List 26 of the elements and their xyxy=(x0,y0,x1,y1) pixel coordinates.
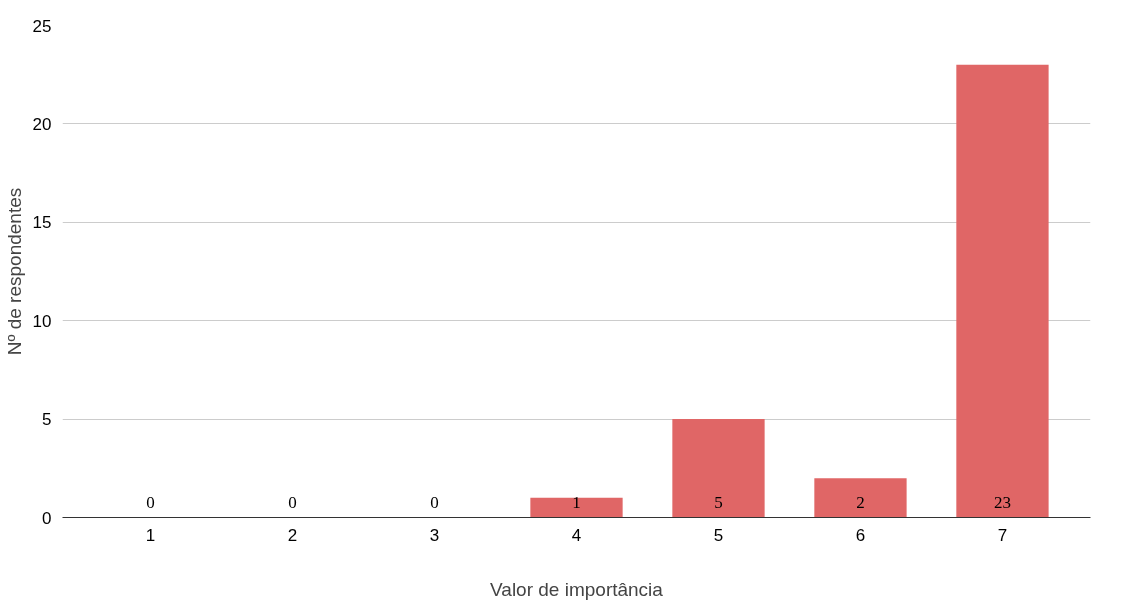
y-tick-label: 25 xyxy=(32,16,52,36)
data-label: 0 xyxy=(430,492,439,512)
data-label: 1 xyxy=(572,492,581,512)
data-label: 2 xyxy=(856,492,865,512)
y-tick-label: 15 xyxy=(32,213,52,233)
data-label: 0 xyxy=(146,492,155,512)
x-tick-label: 5 xyxy=(713,525,724,545)
x-axis-title: Valor de importância xyxy=(490,578,664,600)
bar xyxy=(530,497,623,518)
x-tick-label: 1 xyxy=(145,525,156,545)
y-tick-label: 5 xyxy=(42,410,52,430)
data-label: 5 xyxy=(714,492,723,512)
bar xyxy=(814,478,907,518)
y-axis-title: Nº de respondentes xyxy=(3,187,25,356)
x-tick-label: 3 xyxy=(429,525,440,545)
y-tick-label: 10 xyxy=(32,311,52,331)
bar xyxy=(956,64,1049,518)
y-tick-label: 20 xyxy=(32,114,52,134)
x-tick-label: 6 xyxy=(855,525,866,545)
y-tick-label: 0 xyxy=(42,508,52,528)
x-tick-label: 4 xyxy=(571,525,582,545)
data-label: 23 xyxy=(993,492,1011,512)
bar xyxy=(672,419,765,518)
x-tick-label: 2 xyxy=(287,525,298,545)
data-label: 0 xyxy=(288,492,297,512)
x-tick-label: 7 xyxy=(997,525,1008,545)
